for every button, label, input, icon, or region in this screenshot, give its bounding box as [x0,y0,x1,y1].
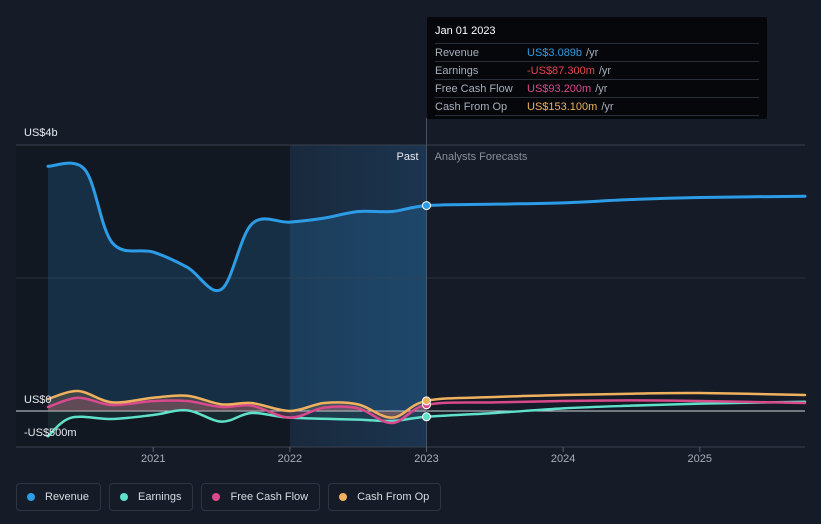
area-free-cash-flow [48,397,427,423]
highlight-region [289,145,427,447]
y-tick-label: US$4b [24,127,58,139]
tooltip-value: US$93.200m [527,82,592,95]
past-label: Past [396,151,418,163]
legend-item-cash-from-op[interactable]: Cash From Op [328,483,442,511]
area-revenue [48,163,427,411]
revenue-dot-icon [27,493,35,501]
series-line-free-cash-flow [46,396,807,425]
x-tick-label: 2022 [278,453,302,465]
tooltip-label: Cash From Op [435,100,508,113]
tooltip-value: US$3.089b [527,46,583,59]
legend-label: Free Cash Flow [230,491,309,503]
series-line-revenue [46,161,807,293]
free-cash-flow-dot-icon [212,493,221,501]
y-tick-label: -US$500m [24,427,77,439]
legend-label: Earnings [138,491,182,503]
tooltip-value: -US$87.300m [527,64,595,77]
point-earnings [422,412,431,422]
tooltip-row-cash-from-op: Cash From Op US$153.100m /yr [435,97,759,116]
legend-label: Cash From Op [357,491,430,503]
legend: Revenue Earnings Free Cash Flow Cash Fro… [16,483,442,511]
tooltip-unit: /yr [595,82,608,95]
tooltip-label: Earnings [435,64,479,77]
legend-item-earnings[interactable]: Earnings [109,483,194,511]
cash-from-op-dot-icon [339,493,348,501]
series-line-earnings [46,400,807,438]
point-revenue [422,201,431,211]
tooltip-value: US$153.100m [527,100,598,113]
tooltip-label: Free Cash Flow [435,82,513,95]
tooltip-date: Jan 01 2023 [435,25,496,37]
series-line-cash-from-op [46,389,807,419]
tooltip-unit: /yr [601,100,614,113]
tooltip-label: Revenue [435,46,480,59]
tooltip-row-earnings: Earnings -US$87.300m /yr [435,61,759,79]
tooltip-unit: /yr [586,46,599,59]
legend-item-revenue[interactable]: Revenue [16,483,102,511]
y-tick-label: US$0 [24,394,52,406]
legend-item-free-cash-flow[interactable]: Free Cash Flow [201,483,321,511]
area-earnings [48,410,427,437]
tooltip-row-revenue: Revenue US$3.089b /yr [435,43,759,61]
x-tick-label: 2021 [141,453,165,465]
tooltip-unit: /yr [598,64,612,77]
forecast-label: Analysts Forecasts [435,151,528,163]
tooltip-row-free-cash-flow: Free Cash Flow US$93.200m /yr [435,79,759,97]
x-tick-label: 2025 [688,453,712,465]
x-tick-label: 2023 [414,453,438,465]
tooltip: Jan 01 2023 Revenue US$3.089b /yr Earnin… [427,17,767,119]
point-cash-from-op [422,396,431,406]
earnings-dot-icon [120,493,129,501]
legend-label: Revenue [45,491,90,503]
x-tick-label: 2024 [551,453,575,465]
